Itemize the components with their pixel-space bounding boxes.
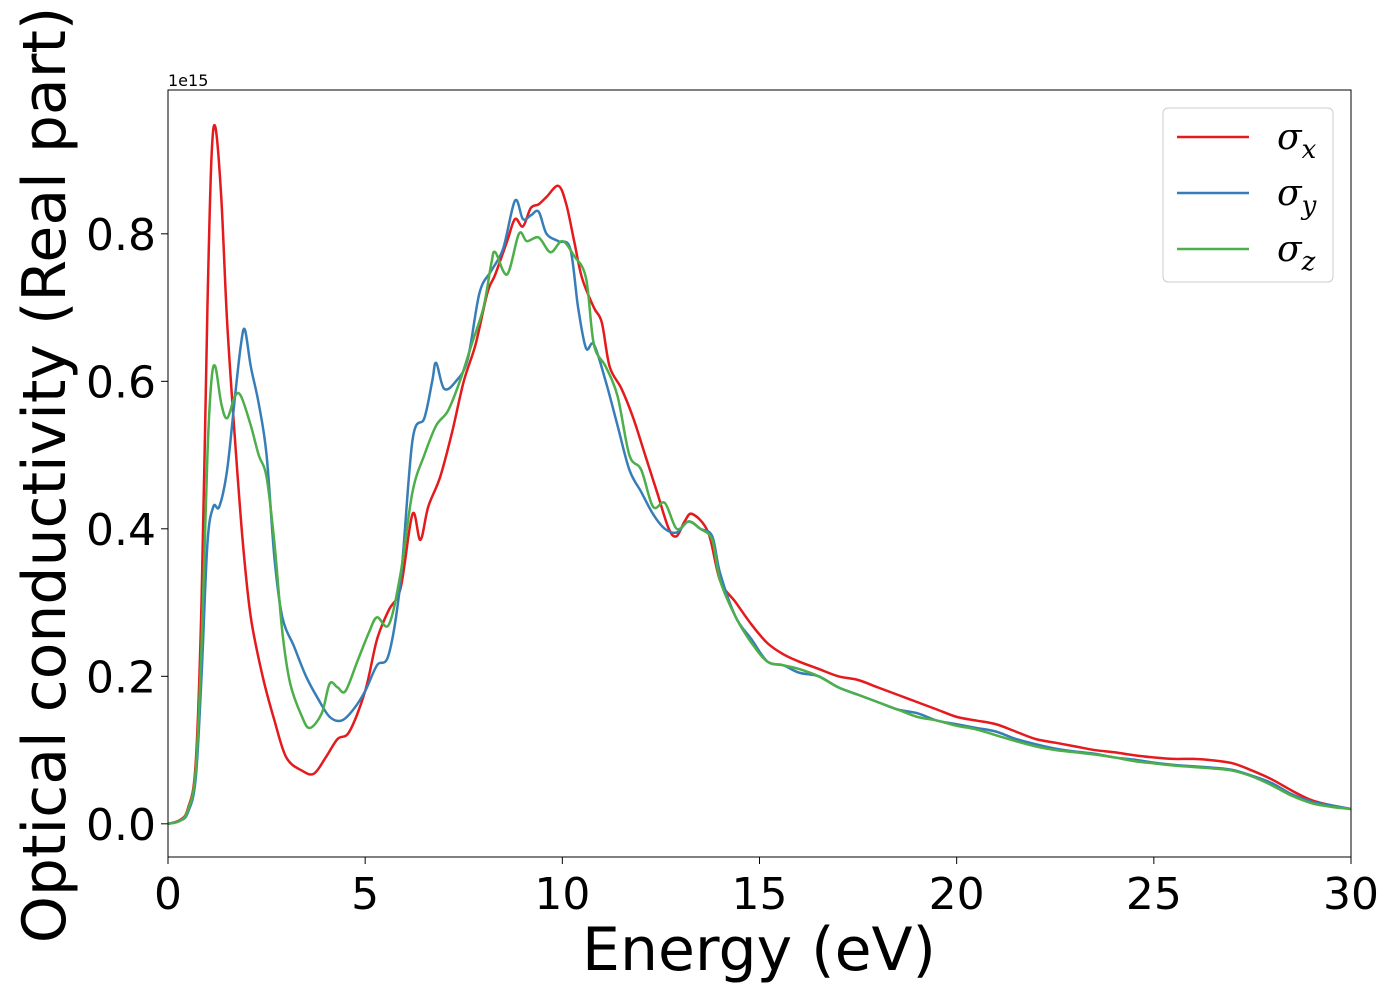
legend-label-subscript: y	[1301, 191, 1317, 221]
x-tick-label: 5	[351, 869, 379, 920]
legend-label-base: σ	[1277, 229, 1303, 270]
y-tick-label: 0.8	[86, 210, 156, 261]
x-tick-label: 20	[929, 869, 985, 920]
legend-label-base: σ	[1277, 117, 1303, 158]
legend-label-y: σy	[1277, 173, 1317, 221]
legend-label-base: σ	[1277, 173, 1303, 214]
series-layer	[168, 123, 1351, 826]
legend-label-subscript: x	[1302, 135, 1317, 165]
y-tick-label: 0.0	[86, 800, 156, 851]
legend-label-x: σx	[1277, 117, 1317, 165]
legend-box	[1162, 107, 1334, 283]
legend-label-z: σz	[1277, 229, 1316, 277]
y-tick-label: 0.4	[86, 505, 156, 556]
y-tick-label: 0.2	[86, 652, 156, 703]
y-axis-label: Optical conductivity (Real part)	[10, 7, 80, 944]
series-line-x	[168, 123, 1351, 826]
legend-label-subscript: z	[1301, 247, 1316, 277]
x-tick-label: 0	[154, 869, 182, 920]
series-line-z	[168, 231, 1351, 826]
y-tick-label: 0.6	[86, 357, 156, 408]
x-tick-label: 30	[1323, 869, 1379, 920]
x-axis-label: Energy (eV)	[582, 915, 936, 985]
x-tick-label: 25	[1126, 869, 1182, 920]
x-tick-label: 15	[732, 869, 788, 920]
x-tick-label: 10	[534, 869, 590, 920]
y-offset-label: 1e15	[168, 71, 208, 90]
ticks-layer: 0 5 10 15 20 25 30 0.0 0.2 0.4 0.6 0.8	[86, 210, 1379, 920]
